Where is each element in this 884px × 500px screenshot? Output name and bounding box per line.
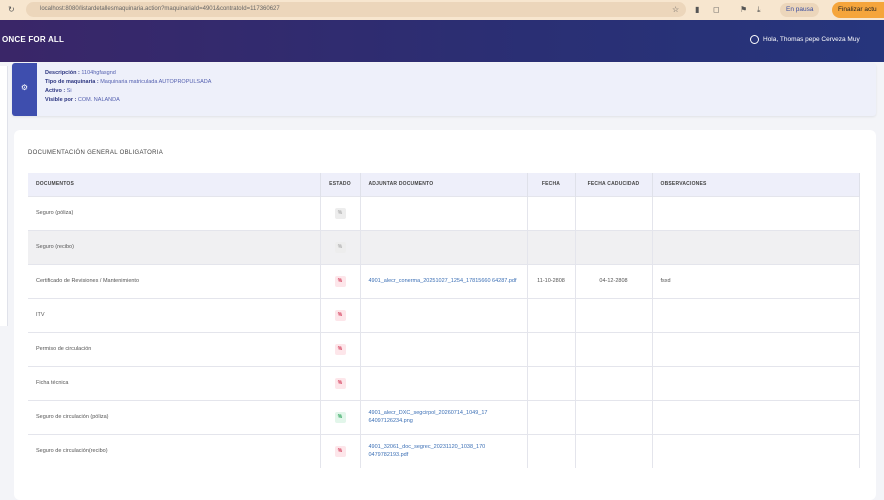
table-row: Ficha técnica% xyxy=(28,365,860,400)
fecha-caducidad xyxy=(575,297,653,332)
attached-document-link[interactable]: 4901_alecr_DXC_segcirpol_20260714_1049_1… xyxy=(368,410,488,424)
attached-document-link[interactable]: 4901_32061_doc_segrec_20231120_1038_170 … xyxy=(368,444,486,459)
status-badge-grey[interactable]: % xyxy=(334,241,346,253)
col-fecha: FECHA xyxy=(527,173,576,196)
fecha xyxy=(527,365,576,400)
attached-document-link[interactable]: 4901_alecr_conerma_20251027_1254_1781566… xyxy=(368,278,517,284)
fecha-caducidad xyxy=(575,195,653,230)
table-row: Certificado de Revisiones / Mantenimient… xyxy=(28,263,860,298)
document-name: ITV xyxy=(28,297,321,332)
fecha xyxy=(527,297,576,332)
reload-icon[interactable]: ↻ xyxy=(8,5,15,14)
fecha xyxy=(527,331,576,366)
fecha-caducidad xyxy=(575,433,653,468)
fecha-caducidad xyxy=(575,229,653,264)
fecha-caducidad xyxy=(575,399,653,434)
status-badge-red[interactable]: % xyxy=(334,343,346,355)
observaciones xyxy=(652,331,860,366)
section-title: DOCUMENTACIÓN GENERAL OBLIGATORIA xyxy=(28,150,164,156)
machine-info-panel: ⚙ Descripción : 1104hgfasgnd Tipo de maq… xyxy=(12,63,876,116)
greeting: Hola, Thomas pepe Cerveza Muy xyxy=(763,36,860,44)
user-menu[interactable]: Hola, Thomas pepe Cerveza Muy xyxy=(750,35,860,44)
fecha xyxy=(527,229,576,264)
fecha xyxy=(527,433,576,468)
status-badge-grey[interactable]: % xyxy=(334,207,346,219)
table-row: ITV% xyxy=(28,297,860,332)
table-row: Permiso de circulación% xyxy=(28,331,860,366)
activo-value: Si xyxy=(66,88,72,94)
fecha-caducidad xyxy=(575,331,653,366)
label: Activo : xyxy=(45,88,66,94)
documents-card: DOCUMENTACIÓN GENERAL OBLIGATORIA DOCUME… xyxy=(14,130,876,500)
settings-icon: ⚙ xyxy=(12,63,37,116)
document-name: Seguro (recibo) xyxy=(28,229,321,264)
label: Tipo de maquinaria : xyxy=(45,79,99,85)
observaciones xyxy=(652,365,860,400)
label: Descripción : xyxy=(45,70,80,76)
observaciones xyxy=(652,195,860,230)
flag-icon[interactable]: ⚑ xyxy=(740,5,748,14)
fecha-caducidad: 04-12-2808 xyxy=(575,263,653,298)
col-adjuntar: ADJUNTAR DOCUMENTO xyxy=(360,173,528,196)
document-name: Seguro (póliza) xyxy=(28,195,321,230)
descripcion-value: 1104hgfasgnd xyxy=(81,70,116,76)
table-row: Seguro de circulación (póliza)% 4901_alec… xyxy=(28,399,860,434)
browser-toolbar: ↻ localhost:8080/listardetallesmaquinari… xyxy=(0,0,884,20)
table-row: Seguro (recibo)% xyxy=(28,229,860,264)
col-documentos: DOCUMENTOS xyxy=(28,173,321,196)
extension-icon[interactable]: ▮ xyxy=(695,5,700,14)
address-bar[interactable]: localhost:8080/listardetallesmaquinaria.… xyxy=(26,2,686,17)
sidebar xyxy=(0,66,8,326)
status-badge-red[interactable]: % xyxy=(334,309,346,321)
document-name: Seguro de circulación (póliza) xyxy=(28,399,321,434)
status-badge-red[interactable]: % xyxy=(334,377,346,389)
observaciones xyxy=(652,399,860,434)
document-name: Seguro de circulación(recibo) xyxy=(28,433,321,468)
visible-value: COM. NALANDA xyxy=(77,97,120,103)
table-row: Seguro (póliza)% xyxy=(28,195,860,230)
col-observaciones: OBSERVACIONES xyxy=(652,173,860,196)
user-icon xyxy=(750,35,759,44)
tipo-value: Maquinaria matriculada AUTOPROPULSADA xyxy=(100,79,212,85)
extensions-icon[interactable]: ◻ xyxy=(713,5,720,14)
fecha xyxy=(527,399,576,434)
document-name: Permiso de circulación xyxy=(28,331,321,366)
profile-pause-button[interactable]: En pausa xyxy=(780,3,820,17)
star-icon[interactable]: ☆ xyxy=(672,5,680,14)
documents-table: DOCUMENTOS ESTADO ADJUNTAR DOCUMENTO FEC… xyxy=(28,173,860,468)
col-caducidad: FECHA CADUCIDAD xyxy=(575,173,653,196)
observaciones xyxy=(652,433,860,468)
fecha xyxy=(527,195,576,230)
status-badge-green[interactable]: % xyxy=(334,411,346,423)
logo[interactable]: ONCE FOR ALL xyxy=(2,35,65,44)
fecha: 11-10-2808 xyxy=(527,263,576,298)
status-badge-red[interactable]: % xyxy=(334,445,346,457)
app-header: ONCE FOR ALL Hola, Thomas pepe Cerveza M… xyxy=(0,20,884,62)
document-name: Certificado de Revisiones / Mantenimient… xyxy=(28,263,321,298)
observaciones xyxy=(652,297,860,332)
fecha-caducidad xyxy=(575,365,653,400)
status-badge-red[interactable]: % xyxy=(334,275,346,287)
table-row: Seguro de circulación(recibo)% 4901_32061… xyxy=(28,433,860,468)
col-estado: ESTADO xyxy=(320,173,361,196)
document-name: Ficha técnica xyxy=(28,365,321,400)
observaciones: fsxd xyxy=(652,263,860,298)
label: Visible por : xyxy=(45,97,77,103)
download-icon[interactable]: ⤓ xyxy=(757,5,761,14)
observaciones xyxy=(652,229,860,264)
finish-update-button[interactable]: Finalizar actu xyxy=(832,2,884,18)
